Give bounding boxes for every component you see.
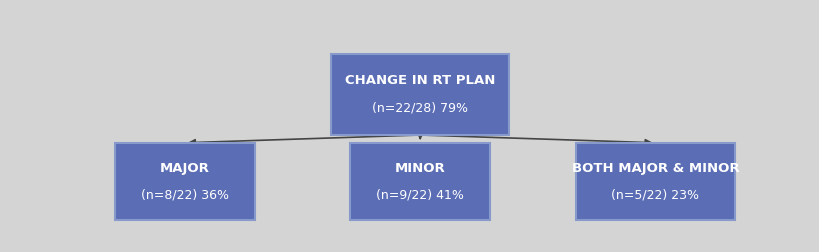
Text: (n=5/22) 23%: (n=5/22) 23% <box>611 189 699 202</box>
Text: (n=8/22) 36%: (n=8/22) 36% <box>141 189 229 202</box>
Text: MAJOR: MAJOR <box>160 162 210 174</box>
Text: (n=22/28) 79%: (n=22/28) 79% <box>372 101 468 114</box>
FancyBboxPatch shape <box>331 53 509 135</box>
Text: BOTH MAJOR & MINOR: BOTH MAJOR & MINOR <box>571 162 738 174</box>
FancyArrowPatch shape <box>417 133 423 138</box>
Text: (n=9/22) 41%: (n=9/22) 41% <box>376 189 464 202</box>
FancyBboxPatch shape <box>115 143 255 220</box>
FancyArrowPatch shape <box>189 135 417 145</box>
Text: MINOR: MINOR <box>395 162 445 174</box>
Text: CHANGE IN RT PLAN: CHANGE IN RT PLAN <box>345 74 495 87</box>
FancyBboxPatch shape <box>350 143 490 220</box>
FancyBboxPatch shape <box>575 143 734 220</box>
FancyArrowPatch shape <box>423 135 650 145</box>
